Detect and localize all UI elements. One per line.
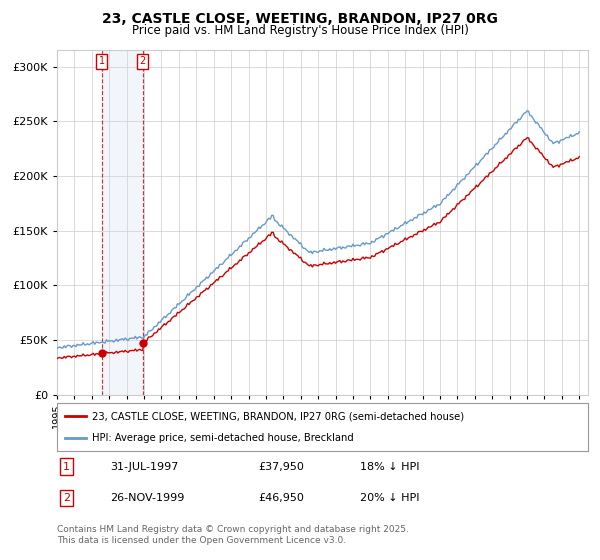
Text: £46,950: £46,950 [259,493,305,503]
Text: 1: 1 [99,57,105,66]
Text: Contains HM Land Registry data © Crown copyright and database right 2025.
This d: Contains HM Land Registry data © Crown c… [57,525,409,545]
Text: £37,950: £37,950 [259,461,305,472]
Text: 23, CASTLE CLOSE, WEETING, BRANDON, IP27 0RG (semi-detached house): 23, CASTLE CLOSE, WEETING, BRANDON, IP27… [92,411,464,421]
Text: 18% ↓ HPI: 18% ↓ HPI [359,461,419,472]
Bar [102,50,143,395]
Text: 23, CASTLE CLOSE, WEETING, BRANDON, IP27 0RG: 23, CASTLE CLOSE, WEETING, BRANDON, IP27… [102,12,498,26]
Text: 2: 2 [63,493,70,503]
Text: Price paid vs. HM Land Registry's House Price Index (HPI): Price paid vs. HM Land Registry's House … [131,24,469,36]
Text: 26-NOV-1999: 26-NOV-1999 [110,493,184,503]
Text: 1: 1 [63,461,70,472]
Text: 20% ↓ HPI: 20% ↓ HPI [359,493,419,503]
Text: 2: 2 [140,57,146,66]
Text: 31-JUL-1997: 31-JUL-1997 [110,461,178,472]
Text: HPI: Average price, semi-detached house, Breckland: HPI: Average price, semi-detached house,… [92,433,353,443]
